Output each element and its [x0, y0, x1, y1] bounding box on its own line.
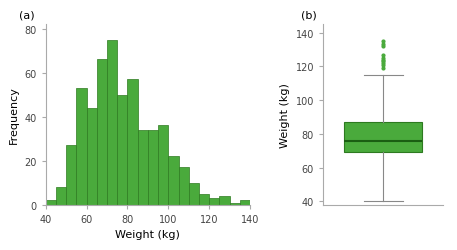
Bar — [76, 89, 86, 205]
Bar — [46, 200, 56, 205]
Bar — [66, 146, 76, 205]
Bar — [209, 198, 219, 205]
Bar — [179, 168, 189, 205]
Bar — [189, 183, 199, 205]
X-axis label: Weight (kg): Weight (kg) — [116, 230, 181, 239]
Bar — [56, 188, 66, 205]
Bar — [158, 126, 168, 205]
Bar — [97, 60, 107, 205]
Bar — [148, 130, 158, 205]
Bar — [86, 108, 97, 205]
PathPatch shape — [344, 122, 422, 153]
Bar — [219, 196, 229, 205]
Y-axis label: Weight (kg): Weight (kg) — [280, 83, 290, 147]
Bar — [229, 203, 240, 205]
Bar — [240, 200, 250, 205]
Text: (a): (a) — [19, 10, 35, 20]
Bar — [117, 95, 128, 205]
Bar — [107, 40, 117, 205]
Bar — [199, 194, 209, 205]
Bar — [138, 130, 148, 205]
Bar — [128, 80, 138, 205]
Y-axis label: Frequency: Frequency — [9, 86, 19, 144]
Text: (b): (b) — [302, 10, 317, 20]
Bar — [168, 157, 179, 205]
